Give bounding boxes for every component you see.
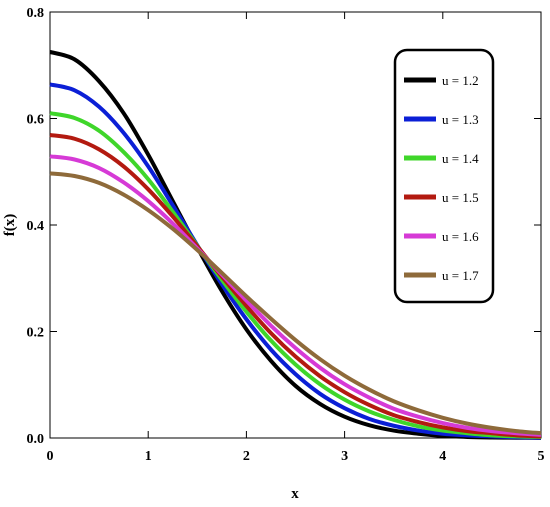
series-lines: [49, 50, 542, 440]
legend-label-5: u = 1.6: [442, 229, 479, 244]
legend-label-2: u = 1.3: [442, 112, 479, 127]
x-tick-label: 2: [243, 449, 250, 464]
x-tick-label: 4: [439, 449, 446, 464]
series-line-6: [49, 171, 542, 436]
x-tick-label: 1: [145, 449, 152, 464]
series-line-5: [49, 154, 542, 437]
legend-label-1: u = 1.2: [442, 73, 479, 88]
y-tick-label: 0.4: [27, 219, 45, 234]
legend-label-6: u = 1.7: [442, 268, 479, 283]
y-axis-title: f(x): [2, 214, 18, 237]
x-tick-label: 5: [538, 449, 545, 464]
x-tick-label: 3: [341, 449, 348, 464]
x-tick-label: 0: [47, 449, 54, 464]
y-tick-label: 0.0: [27, 432, 45, 447]
axis-ticks: 0 1 2 3 4 5 0.0 0.2 0.4 0.6 0.8: [27, 6, 545, 464]
legend: u = 1.2 u = 1.3 u = 1.4 u = 1.5 u = 1.6 u = 1…: [393, 48, 495, 304]
legend-label-4: u = 1.5: [442, 190, 479, 205]
y-tick-label: 0.8: [27, 6, 45, 21]
series-line-4: [49, 133, 542, 439]
y-tick-label: 0.6: [27, 113, 45, 128]
series-line-3: [49, 111, 542, 439]
legend-box: [393, 48, 495, 304]
x-axis-title: x: [291, 486, 299, 502]
legend-label-3: u = 1.4: [442, 151, 479, 166]
series-line-2: [49, 82, 542, 440]
y-tick-label: 0.2: [27, 326, 45, 341]
